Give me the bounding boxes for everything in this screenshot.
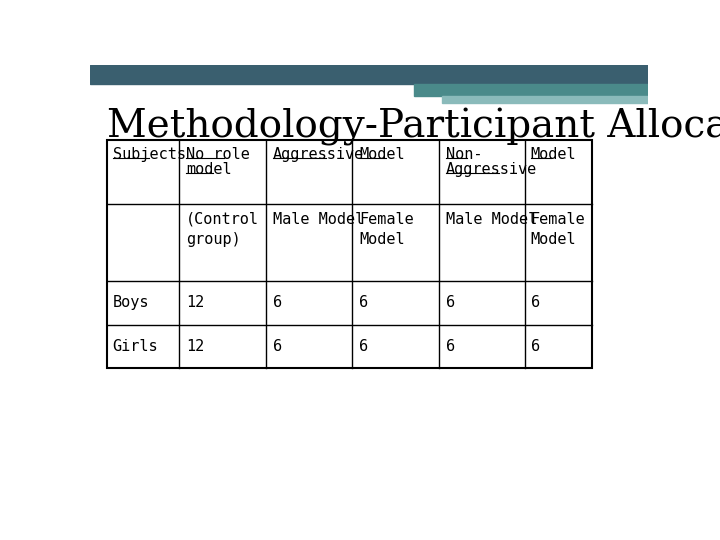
Text: 6: 6: [531, 295, 540, 310]
Text: Model: Model: [531, 147, 576, 163]
Text: Methodology-Participant Allocation: Methodology-Participant Allocation: [107, 109, 720, 146]
Text: Female
Model: Female Model: [531, 212, 585, 247]
FancyBboxPatch shape: [413, 84, 648, 96]
Text: 6: 6: [359, 295, 369, 310]
Text: 6: 6: [446, 295, 455, 310]
Text: 6: 6: [273, 339, 282, 354]
Text: Girls: Girls: [112, 339, 158, 354]
Text: Non-: Non-: [446, 147, 482, 163]
Text: (Control
group): (Control group): [186, 212, 259, 247]
Text: Boys: Boys: [112, 295, 149, 310]
Text: Aggressive: Aggressive: [446, 163, 537, 177]
Text: Aggressive: Aggressive: [273, 147, 364, 163]
Text: 6: 6: [446, 339, 455, 354]
Text: Male Model: Male Model: [273, 212, 364, 227]
Text: 6: 6: [531, 339, 540, 354]
Text: Subjects: Subjects: [112, 147, 186, 163]
FancyBboxPatch shape: [90, 65, 648, 84]
Text: model: model: [186, 163, 232, 177]
Text: Female
Model: Female Model: [359, 212, 414, 247]
Text: 12: 12: [186, 295, 204, 310]
Text: 12: 12: [186, 339, 204, 354]
Text: No role: No role: [186, 147, 250, 163]
Text: Male Model: Male Model: [446, 212, 537, 227]
Text: Model: Model: [359, 147, 405, 163]
FancyBboxPatch shape: [441, 96, 648, 103]
Text: 6: 6: [273, 295, 282, 310]
Text: 6: 6: [359, 339, 369, 354]
